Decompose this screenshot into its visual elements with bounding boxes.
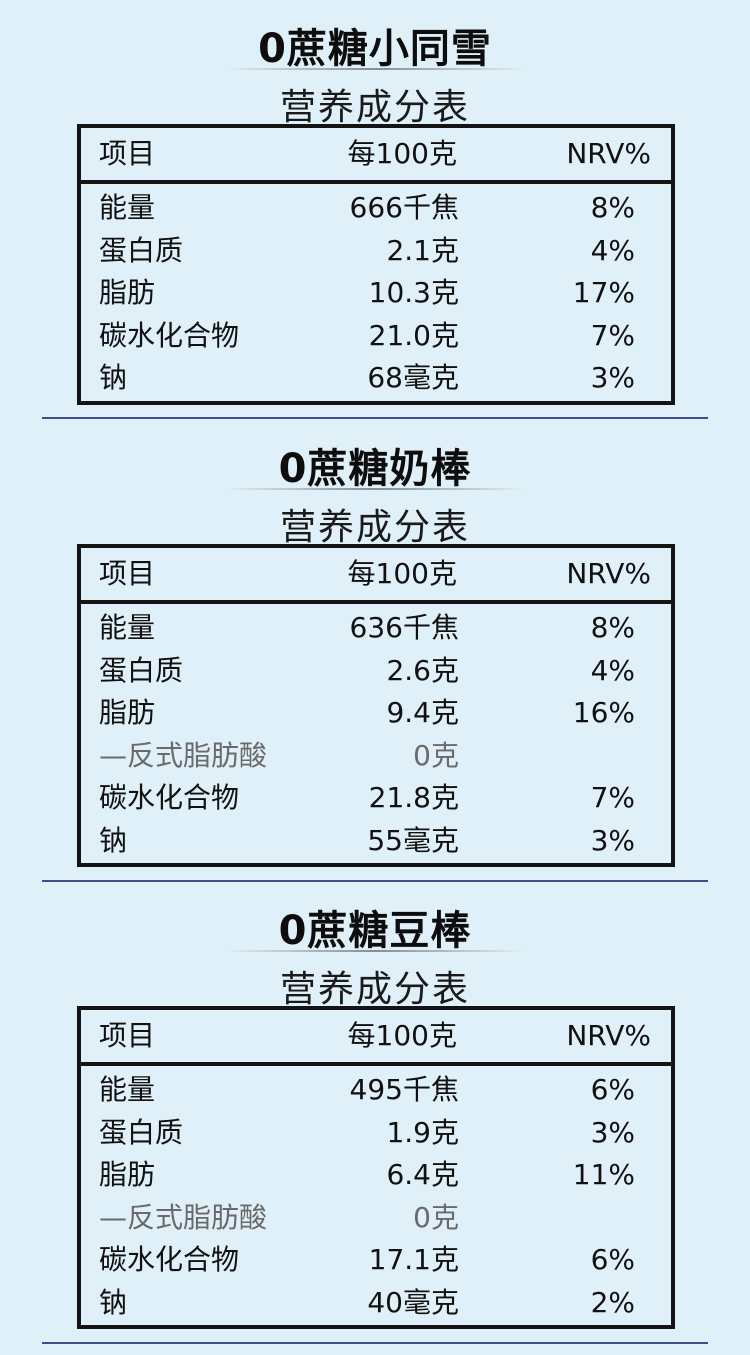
table-row: 蛋白质 2.1克 4%	[81, 231, 671, 274]
title-underline	[225, 68, 525, 70]
table-row: 碳水化合物 21.8克 7%	[81, 778, 671, 821]
header-per100: 每100克	[347, 557, 457, 590]
row-name: —反式脂肪酸	[99, 1200, 268, 1234]
row-name: 蛋白质	[99, 233, 184, 267]
row-name: 碳水化合物	[99, 318, 240, 352]
table-header: 项目 每100克 NRV%	[81, 128, 671, 184]
header-per100: 每100克	[347, 1019, 457, 1052]
row-nrv: 3%	[590, 361, 635, 394]
row-amount: 495千焦	[349, 1073, 459, 1106]
section-divider	[42, 1342, 708, 1344]
header-nrv: NRV%	[566, 137, 651, 170]
table-row: 碳水化合物 17.1克 6%	[81, 1240, 671, 1283]
header-nrv: NRV%	[566, 1019, 651, 1052]
row-amount: 9.4克	[386, 696, 459, 729]
table-row: 能量 666千焦 8%	[81, 188, 671, 231]
row-amount: 55毫克	[367, 823, 459, 857]
row-amount: 10.3克	[368, 276, 459, 309]
row-name: 碳水化合物	[99, 1243, 240, 1276]
product-title: 0蔗糖小同雪	[258, 26, 492, 72]
row-name: 脂肪	[99, 1158, 156, 1191]
row-amount: 40毫克	[367, 1285, 459, 1319]
table-row: 钠 68毫克 3%	[81, 358, 671, 401]
row-nrv: 8%	[590, 191, 635, 224]
row-name: 能量	[99, 611, 156, 644]
nutrition-table: 项目 每100克 NRV% 能量 636千焦 8% 蛋白质 2.6克 4% 脂肪…	[77, 544, 675, 867]
row-name: 钠	[99, 1285, 128, 1319]
row-nrv: 8%	[590, 611, 635, 644]
row-amount: 1.9克	[386, 1115, 459, 1149]
table-row: 能量 636千焦 8%	[81, 608, 671, 651]
row-name: 钠	[99, 361, 128, 394]
table-row-sub: —反式脂肪酸 0克	[81, 736, 671, 779]
row-nrv: 3%	[590, 1115, 635, 1149]
row-name: 能量	[99, 191, 156, 224]
row-name: 蛋白质	[99, 653, 184, 687]
row-amount: 21.8克	[368, 781, 459, 814]
table-caption: 营养成分表	[279, 969, 470, 1010]
row-name: —反式脂肪酸	[99, 738, 268, 772]
row-amount: 0克	[413, 738, 459, 772]
table-row: 碳水化合物 21.0克 7%	[81, 316, 671, 359]
section-divider	[42, 880, 708, 882]
row-nrv: 6%	[590, 1073, 635, 1106]
row-name: 脂肪	[99, 696, 156, 729]
table-row: 钠 55毫克 3%	[81, 821, 671, 864]
row-nrv: 2%	[590, 1285, 635, 1319]
header-item: 项目	[99, 137, 156, 170]
header-nrv: NRV%	[566, 557, 651, 590]
row-nrv: 7%	[590, 781, 635, 814]
section-divider	[42, 417, 708, 419]
table-header: 项目 每100克 NRV%	[81, 548, 671, 604]
row-nrv: 17%	[572, 276, 635, 309]
row-name: 能量	[99, 1073, 156, 1106]
row-amount: 666千焦	[349, 191, 459, 224]
row-name: 蛋白质	[99, 1115, 184, 1149]
nutrition-table: 项目 每100克 NRV% 能量 495千焦 6% 蛋白质 1.9克 3% 脂肪…	[77, 1006, 675, 1329]
table-row-sub: —反式脂肪酸 0克	[81, 1198, 671, 1241]
row-nrv: 16%	[572, 696, 635, 729]
product-title: 0蔗糖奶棒	[278, 446, 472, 492]
row-amount: 17.1克	[368, 1243, 459, 1276]
table-row: 蛋白质 2.6克 4%	[81, 651, 671, 694]
header-item: 项目	[99, 1019, 156, 1052]
row-nrv: 11%	[572, 1158, 635, 1191]
row-amount: 21.0克	[368, 318, 459, 352]
row-amount: 2.1克	[386, 233, 459, 267]
product-title: 0蔗糖豆棒	[278, 908, 472, 954]
table-header: 项目 每100克 NRV%	[81, 1010, 671, 1066]
title-underline	[225, 488, 525, 490]
row-amount: 6.4克	[386, 1158, 459, 1191]
row-name: 脂肪	[99, 276, 156, 309]
row-amount: 0克	[413, 1200, 459, 1234]
row-amount: 2.6克	[386, 653, 459, 687]
table-row: 钠 40毫克 2%	[81, 1283, 671, 1326]
table-caption: 营养成分表	[279, 87, 470, 128]
table-row: 脂肪 6.4克 11%	[81, 1155, 671, 1198]
row-nrv: 4%	[590, 653, 635, 687]
nutrition-table: 项目 每100克 NRV% 能量 666千焦 8% 蛋白质 2.1克 4% 脂肪…	[77, 124, 675, 405]
header-item: 项目	[99, 557, 156, 590]
table-row: 蛋白质 1.9克 3%	[81, 1113, 671, 1156]
row-nrv: 6%	[590, 1243, 635, 1276]
row-name: 钠	[99, 823, 128, 857]
row-amount: 636千焦	[349, 611, 459, 644]
title-underline	[225, 950, 525, 952]
table-row: 脂肪 9.4克 16%	[81, 693, 671, 736]
table-caption: 营养成分表	[279, 507, 470, 548]
row-nrv: 3%	[590, 823, 635, 857]
table-row: 脂肪 10.3克 17%	[81, 273, 671, 316]
row-nrv: 7%	[590, 318, 635, 352]
row-nrv: 4%	[590, 233, 635, 267]
row-name: 碳水化合物	[99, 781, 240, 814]
table-row: 能量 495千焦 6%	[81, 1070, 671, 1113]
row-amount: 68毫克	[367, 361, 459, 394]
header-per100: 每100克	[347, 137, 457, 170]
